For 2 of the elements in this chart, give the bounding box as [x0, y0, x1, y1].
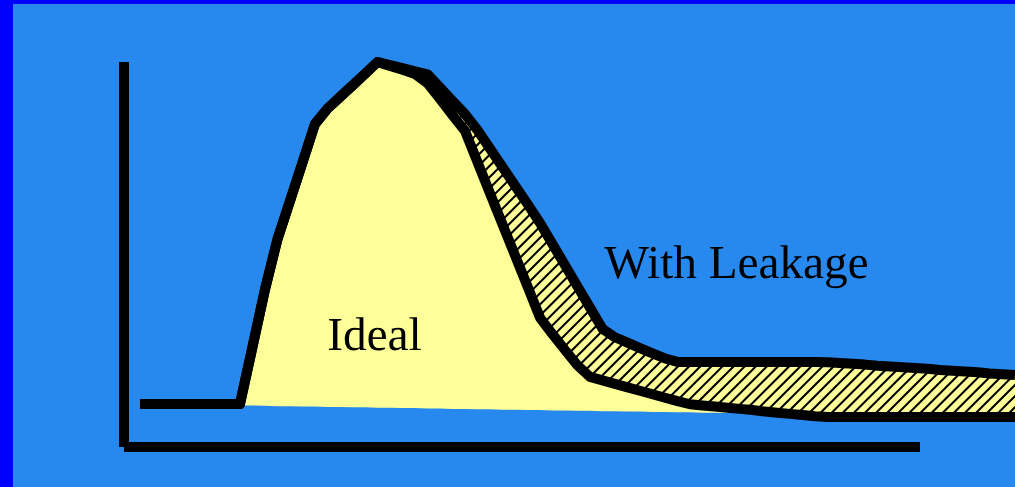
- series-label: Ideal: [329, 317, 421, 351]
- series-label: With Leakage: [604, 245, 867, 289]
